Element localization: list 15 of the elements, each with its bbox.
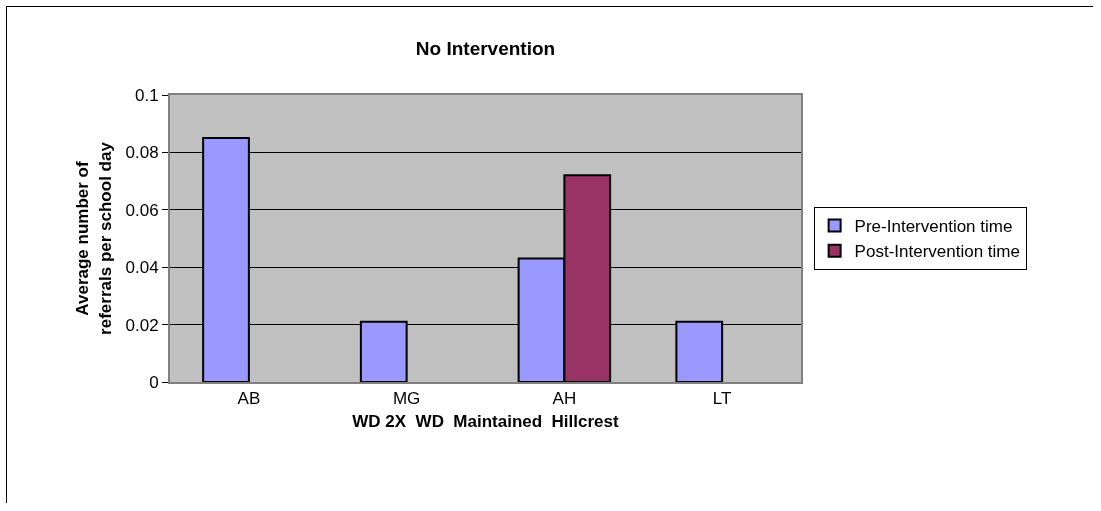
y-tick-label: 0.04 — [125, 258, 159, 278]
y-tick-label: 0.06 — [125, 200, 159, 220]
x-tick-label: MG — [392, 389, 421, 409]
y-tick-label: 0.1 — [134, 85, 159, 105]
y-tick-label: 0 — [149, 372, 159, 392]
y-tick-label: 0.02 — [125, 315, 159, 335]
x-tick-label: AB — [237, 389, 261, 409]
legend-label: Pre-Intervention time — [854, 217, 1013, 237]
y-tick-label: 0.08 — [125, 143, 159, 163]
chart-title: No Intervention — [415, 38, 556, 60]
y-axis-title: Average number of referrals per school day — [73, 141, 115, 335]
x-tick-label: AH — [552, 389, 577, 409]
x-tick-label: LT — [712, 389, 732, 409]
legend-label: Post-Intervention time — [854, 242, 1020, 262]
x-axis-title: WD 2X WD Maintained Hillcrest — [352, 412, 620, 432]
